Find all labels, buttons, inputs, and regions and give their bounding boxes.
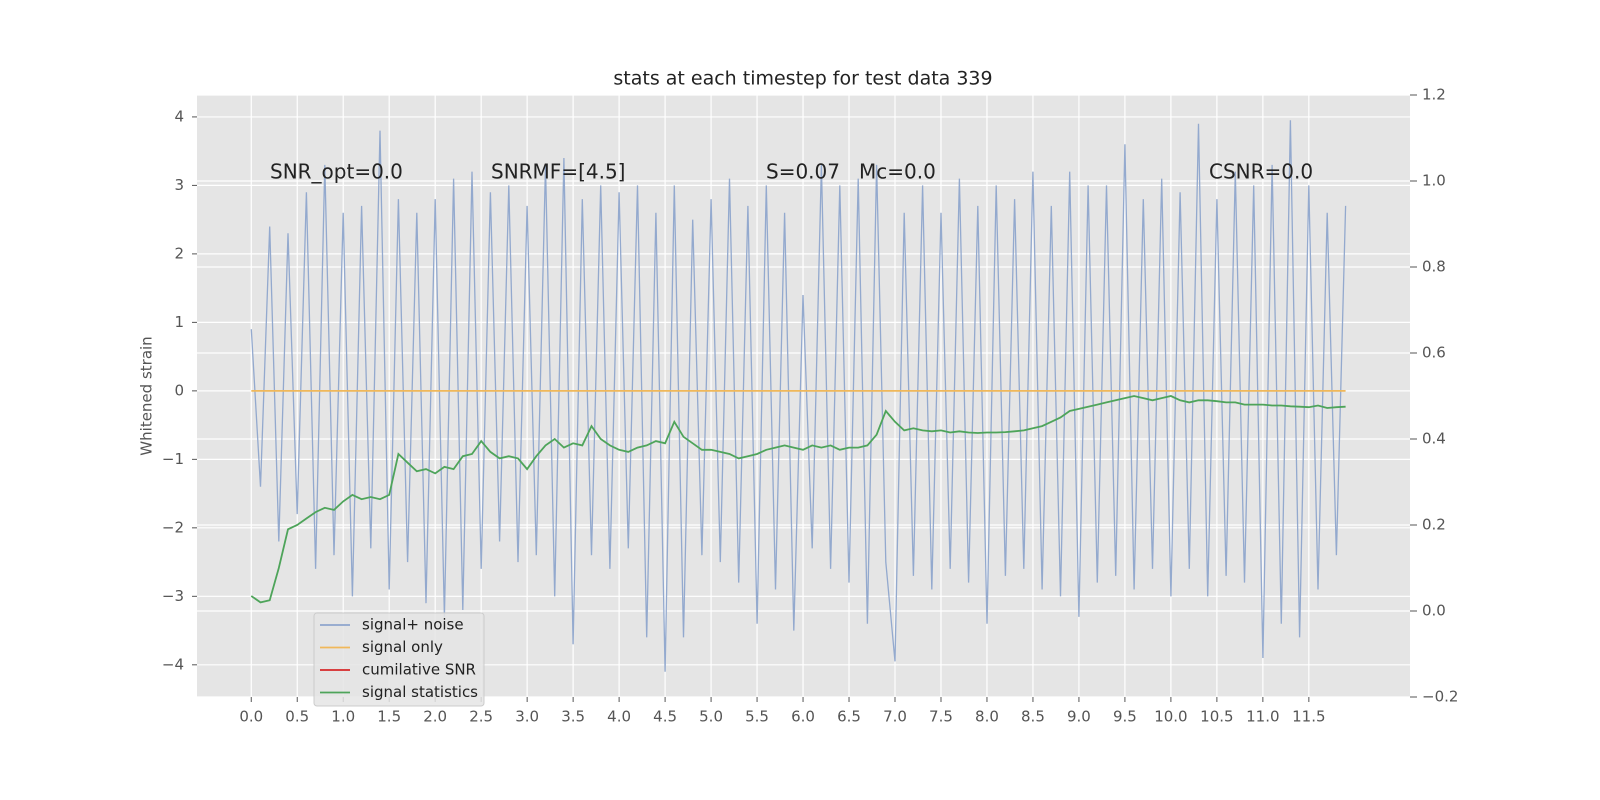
y2-tick-label: 0.0 xyxy=(1422,602,1446,620)
marks xyxy=(250,120,1347,672)
x-tick-label: 10.5 xyxy=(1200,708,1233,726)
x-tick-label: 10.0 xyxy=(1154,708,1187,726)
legend-label: signal only xyxy=(362,638,443,656)
annotation: S=0.07 xyxy=(766,160,840,184)
series-line xyxy=(250,395,1346,604)
x-tick-label: 7.0 xyxy=(883,708,907,726)
x-tick-label: 4.0 xyxy=(607,708,631,726)
y-tick-label: −1 xyxy=(162,450,184,468)
y-tick-label: −3 xyxy=(162,587,184,605)
y-tick-label: 3 xyxy=(174,176,184,194)
x-tick-label: 3.5 xyxy=(561,708,585,726)
y2-tick-label: 1.2 xyxy=(1422,86,1446,104)
x-tick-label: 2.0 xyxy=(423,708,447,726)
x-tick-label: 5.5 xyxy=(745,708,769,726)
legend-label: signal+ noise xyxy=(362,616,464,634)
annotation: SNR_opt=0.0 xyxy=(270,160,403,184)
y-tick-label: 0 xyxy=(174,381,184,399)
y2-tick-label: 0.8 xyxy=(1422,258,1446,276)
series-line xyxy=(250,120,1347,672)
labels: 0.0 0.5 1.0 1.5 2.0 2.5 3.0 3.5 4.0 4.5 5.0 5.5 6.0 6… xyxy=(162,86,1459,726)
x-tick-label: 9.5 xyxy=(1113,708,1137,726)
x-tick-label: 0.0 xyxy=(239,708,263,726)
y2-tick-label: 1.0 xyxy=(1422,172,1446,190)
x-tick-label: 7.5 xyxy=(929,708,953,726)
y-axis-label: Whitened strain xyxy=(138,336,156,455)
x-tick-label: 6.0 xyxy=(791,708,815,726)
x-tick-label: 1.5 xyxy=(377,708,401,726)
y2-tick-label: 0.2 xyxy=(1422,516,1446,534)
y-tick-label: −2 xyxy=(162,518,184,536)
legend: signal+ noise signal only cumilative SNR si… xyxy=(313,612,485,707)
y2-tick-label: 0.6 xyxy=(1422,344,1446,362)
annotation: SNRMF=[4.5] xyxy=(491,160,625,184)
x-tick-label: 2.5 xyxy=(469,708,493,726)
y-tick-label: −4 xyxy=(162,655,184,673)
x-tick-label: 6.5 xyxy=(837,708,861,726)
x-tick-label: 11.0 xyxy=(1246,708,1279,726)
y-tick-label: 1 xyxy=(174,313,184,331)
x-tick-label: 4.5 xyxy=(653,708,677,726)
legend-label: signal statistics xyxy=(362,683,478,701)
chart-title: stats at each timestep for test data 339 xyxy=(613,68,992,90)
y-tick-label: 4 xyxy=(174,107,184,125)
x-tick-label: 11.5 xyxy=(1292,708,1325,726)
x-tick-label: 1.0 xyxy=(331,708,355,726)
x-tick-label: 3.0 xyxy=(515,708,539,726)
y2-tick-label: 0.4 xyxy=(1422,430,1446,448)
x-tick-label: 0.5 xyxy=(285,708,309,726)
x-tick-label: 8.5 xyxy=(1021,708,1045,726)
x-tick-label: 5.0 xyxy=(699,708,723,726)
legend-label: cumilative SNR xyxy=(362,661,476,679)
x-tick-label: 9.0 xyxy=(1067,708,1091,726)
legend-box xyxy=(313,612,485,707)
x-tick-label: 8.0 xyxy=(975,708,999,726)
annotation: CSNR=0.0 xyxy=(1209,160,1313,184)
annotation: Mc=0.0 xyxy=(859,160,936,184)
y2-tick-label: −0.2 xyxy=(1422,688,1458,706)
y-tick-label: 2 xyxy=(174,244,184,262)
